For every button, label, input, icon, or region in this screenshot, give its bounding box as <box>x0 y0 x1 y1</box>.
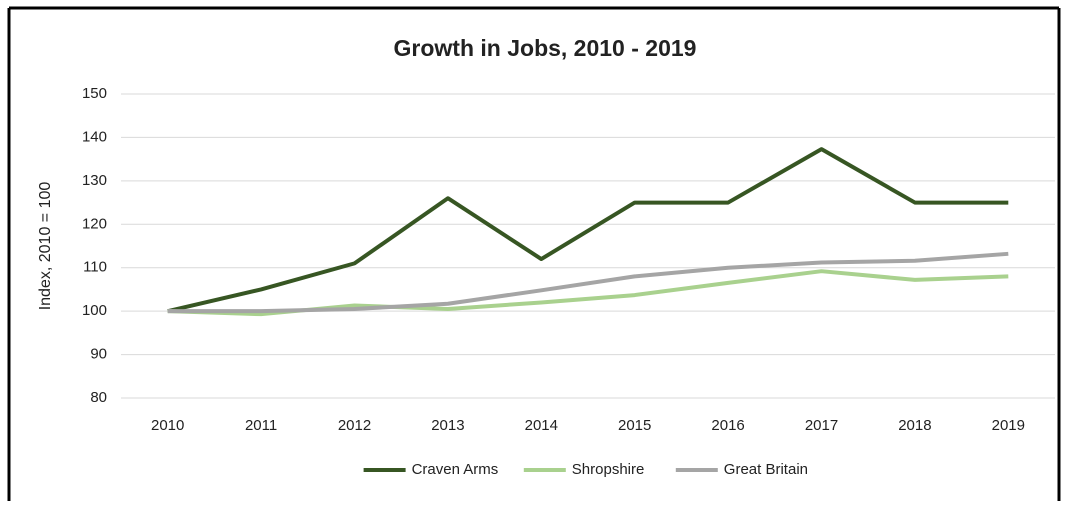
x-tick-label: 2014 <box>525 417 558 434</box>
x-tick-label: 2015 <box>618 417 651 434</box>
y-axis-label: Index, 2010 = 100 <box>37 182 54 311</box>
x-tick-label: 2010 <box>151 417 184 434</box>
y-tick-label: 140 <box>82 128 107 145</box>
y-tick-label: 100 <box>82 302 107 319</box>
x-tick-label: 2016 <box>711 417 744 434</box>
x-tick-label: 2017 <box>805 417 838 434</box>
series-line <box>167 251 1009 314</box>
legend-label: Craven Arms <box>412 461 499 478</box>
y-tick-label: 120 <box>82 215 107 232</box>
y-tick-label: 130 <box>82 172 107 189</box>
y-tick-label: 110 <box>83 259 107 276</box>
x-tick-label: 2012 <box>338 417 371 434</box>
series-line <box>167 147 1009 314</box>
x-tick-label: 2013 <box>431 417 464 434</box>
y-tick-label: 150 <box>82 85 107 102</box>
chart-title: Growth in Jobs, 2010 - 2019 <box>394 35 697 61</box>
y-tick-label: 90 <box>90 346 107 363</box>
series-line <box>167 269 1009 317</box>
legend-label: Shropshire <box>572 461 645 478</box>
x-tick-label: 2018 <box>898 417 931 434</box>
x-tick-label: 2019 <box>992 417 1025 434</box>
y-tick-label: 80 <box>90 389 107 406</box>
legend-label: Great Britain <box>724 461 808 478</box>
x-tick-label: 2011 <box>245 417 277 434</box>
